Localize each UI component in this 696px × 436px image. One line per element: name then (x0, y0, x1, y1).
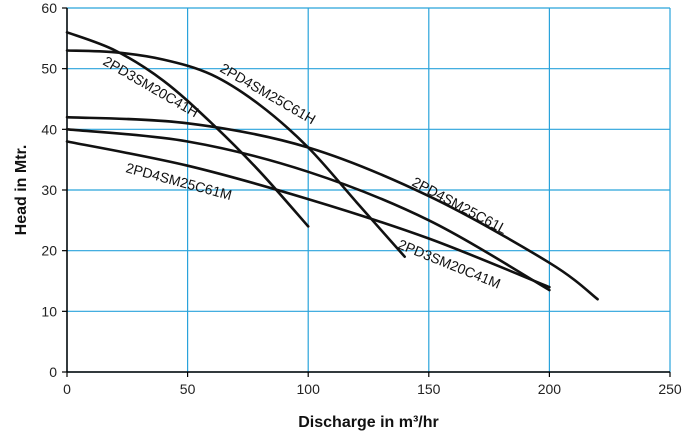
x-tick-label: 50 (180, 381, 196, 397)
x-tick-label: 100 (297, 381, 321, 397)
curve-2pd4sm25c61m (65, 140, 551, 289)
x-axis-title: Discharge in m³/hr (298, 414, 438, 431)
curve-label-2pd4sm25c61l: 2PD4SM25C61L (410, 174, 510, 238)
curve-label-2pd4sm25c61h: 2PD4SM25C61H (218, 60, 319, 128)
y-tick-label: 0 (49, 364, 57, 380)
x-tick-label: 200 (538, 381, 562, 397)
curve-label-2pd3sm20c41m: 2PD3SM20C41M (396, 236, 503, 292)
y-tick-label: 20 (41, 243, 57, 259)
y-tick-label: 50 (41, 61, 57, 77)
y-tick-label: 30 (41, 182, 57, 198)
y-tick-labels: 0 10 20 30 40 50 60 (41, 0, 57, 380)
pump-curves (65, 30, 599, 301)
x-tick-label: 150 (417, 381, 441, 397)
axes (62, 7, 671, 377)
curve-2pd3sm20c41m (65, 128, 551, 292)
y-tick-label: 10 (41, 303, 57, 319)
y-axis-title: Head in Mtr. (13, 145, 30, 236)
x-tick-label: 0 (63, 381, 71, 397)
curve-label-2pd4sm25c61m: 2PD4SM25C61M (124, 159, 233, 203)
grid (66, 7, 671, 373)
curve-2pd4sm25c61l (65, 115, 599, 301)
y-tick-label: 40 (41, 121, 57, 137)
x-tick-label: 250 (658, 381, 682, 397)
x-tick-labels: 0 50 100 150 200 250 (63, 381, 682, 397)
curve-2pd4sm25c61h (65, 49, 406, 258)
y-tick-label: 60 (41, 0, 57, 16)
curve-label-2pd3sm20c41h: 2PD3SM20C41H (101, 53, 202, 121)
curve-2pd3sm20c41h (65, 30, 310, 228)
